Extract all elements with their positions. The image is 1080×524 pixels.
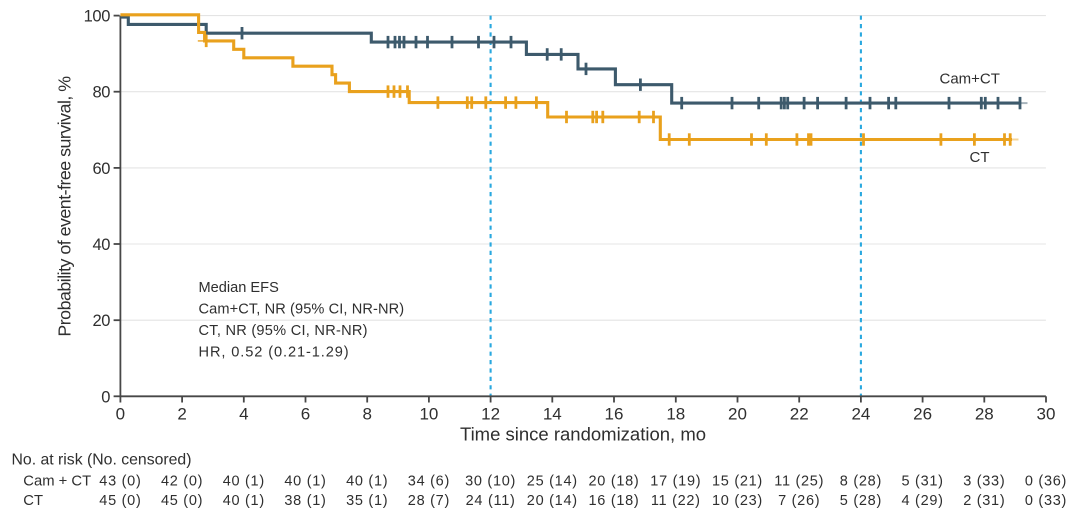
svg-text:34 (6): 34 (6)	[408, 474, 450, 490]
svg-text:CT: CT	[23, 493, 43, 509]
svg-text:16: 16	[605, 405, 624, 424]
svg-text:40 (1): 40 (1)	[223, 474, 265, 490]
svg-text:8: 8	[362, 405, 371, 424]
svg-text:11 (22): 11 (22)	[651, 493, 701, 509]
svg-text:10: 10	[419, 405, 438, 424]
svg-text:60: 60	[92, 160, 110, 178]
svg-text:No. at risk (No. censored): No. at risk (No. censored)	[12, 452, 192, 469]
svg-text:20 (18): 20 (18)	[589, 474, 640, 490]
svg-text:38 (1): 38 (1)	[284, 493, 326, 509]
svg-text:Probability of event-free surv: Probability of event-free survival, %	[55, 76, 75, 337]
svg-text:28: 28	[975, 405, 994, 424]
svg-text:40 (1): 40 (1)	[346, 474, 388, 490]
svg-text:5 (31): 5 (31)	[901, 474, 943, 490]
svg-text:Time since randomization, mo: Time since randomization, mo	[460, 424, 706, 445]
svg-text:12: 12	[481, 405, 500, 424]
svg-text:11 (25): 11 (25)	[774, 474, 824, 490]
svg-text:3 (33): 3 (33)	[963, 474, 1005, 490]
svg-text:26: 26	[913, 405, 932, 424]
svg-text:Cam+CT, NR (95% CI, NR-NR): Cam+CT, NR (95% CI, NR-NR)	[199, 301, 405, 317]
svg-text:17 (19): 17 (19)	[650, 474, 701, 490]
svg-text:22: 22	[790, 405, 809, 424]
svg-text:4: 4	[239, 405, 248, 424]
svg-text:14: 14	[543, 405, 562, 424]
svg-text:CT, NR (95% CI, NR-NR): CT, NR (95% CI, NR-NR)	[199, 323, 368, 339]
svg-text:6: 6	[301, 405, 310, 424]
svg-text:2: 2	[177, 405, 186, 424]
svg-text:28 (7): 28 (7)	[408, 493, 450, 509]
svg-text:35 (1): 35 (1)	[346, 493, 388, 509]
svg-text:7 (26): 7 (26)	[778, 493, 820, 509]
svg-text:40 (1): 40 (1)	[284, 474, 326, 490]
svg-text:Median EFS: Median EFS	[199, 280, 280, 296]
svg-text:CT: CT	[970, 149, 990, 166]
svg-text:40 (1): 40 (1)	[223, 493, 265, 509]
svg-text:25 (14): 25 (14)	[527, 474, 578, 490]
svg-text:Cam + CT: Cam + CT	[23, 474, 91, 490]
svg-text:8 (28): 8 (28)	[840, 474, 882, 490]
svg-text:20: 20	[92, 312, 110, 330]
svg-text:100: 100	[84, 8, 111, 26]
svg-text:24: 24	[851, 405, 870, 424]
svg-text:0: 0	[116, 405, 125, 424]
svg-text:2 (31): 2 (31)	[963, 493, 1005, 509]
svg-text:43 (0): 43 (0)	[99, 474, 141, 490]
svg-text:30 (10): 30 (10)	[465, 474, 516, 490]
svg-text:0 (36): 0 (36)	[1025, 474, 1067, 490]
svg-text:45 (0): 45 (0)	[99, 493, 141, 509]
svg-text:80: 80	[92, 84, 110, 102]
svg-text:16 (18): 16 (18)	[589, 493, 640, 509]
svg-text:0: 0	[101, 388, 110, 406]
svg-text:20: 20	[728, 405, 747, 424]
svg-text:10 (23): 10 (23)	[712, 493, 763, 509]
svg-text:42 (0): 42 (0)	[161, 474, 203, 490]
svg-text:24 (11): 24 (11)	[466, 493, 516, 509]
svg-text:18: 18	[666, 405, 685, 424]
svg-text:HR, 0.52 (0.21-1.29): HR, 0.52 (0.21-1.29)	[199, 345, 350, 361]
svg-text:40: 40	[92, 236, 110, 254]
svg-text:Cam+CT: Cam+CT	[940, 71, 1000, 88]
svg-text:4 (29): 4 (29)	[901, 493, 943, 509]
svg-text:5 (28): 5 (28)	[840, 493, 882, 509]
svg-text:45 (0): 45 (0)	[161, 493, 203, 509]
svg-text:15 (21): 15 (21)	[712, 474, 763, 490]
svg-text:30: 30	[1037, 405, 1056, 424]
svg-text:0 (33): 0 (33)	[1025, 493, 1067, 509]
svg-text:20 (14): 20 (14)	[527, 493, 578, 509]
